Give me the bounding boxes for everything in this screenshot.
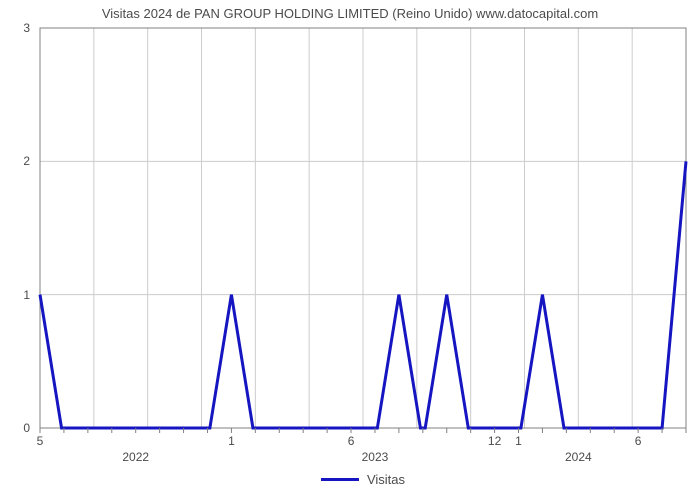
y-tick-label: 3 (0, 21, 30, 35)
x-tick-label: 6 (348, 434, 355, 448)
x-tick-label: 5 (37, 434, 44, 448)
x-year-label: 2022 (122, 450, 149, 464)
x-tick-label: 1 (515, 434, 522, 448)
x-tick-label: 12 (488, 434, 501, 448)
legend-label: Visitas (367, 472, 405, 487)
legend: Visitas (321, 472, 405, 487)
legend-swatch (321, 478, 359, 481)
x-tick-label: 6 (635, 434, 642, 448)
plot-surface (0, 0, 700, 500)
y-tick-label: 0 (0, 421, 30, 435)
x-year-label: 2023 (362, 450, 389, 464)
chart-container: { "title": { "text": "Visitas 2024 de PA… (0, 0, 700, 500)
y-tick-label: 2 (0, 154, 30, 168)
x-year-label: 2024 (565, 450, 592, 464)
y-tick-label: 1 (0, 288, 30, 302)
x-tick-label: 1 (228, 434, 235, 448)
